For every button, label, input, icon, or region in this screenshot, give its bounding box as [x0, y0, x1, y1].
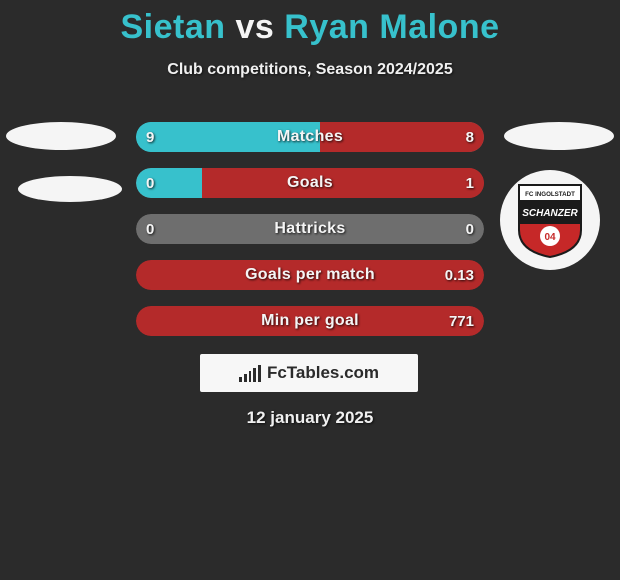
row-value-left: 0 — [146, 214, 154, 244]
row-label: Min per goal — [136, 306, 484, 336]
brand-bar — [239, 377, 242, 382]
brand-watermark: FcTables.com — [200, 354, 418, 392]
row-value-right: 0.13 — [445, 260, 474, 290]
brand-bars-icon — [239, 364, 261, 382]
comparison-row: Min per goal771 — [136, 306, 484, 336]
comparison-row: Matches9 8 — [136, 122, 484, 152]
shield-center-text: SCHANZER — [522, 208, 578, 219]
player2-name: Ryan Malone — [284, 8, 499, 46]
row-label: Matches — [136, 122, 484, 152]
comparison-rows: Matches98Goals01Hattricks00Goals per mat… — [136, 122, 484, 352]
vs-text: vs — [236, 8, 275, 46]
row-value-right: 0 — [466, 214, 474, 244]
comparison-row: Goals0 1 — [136, 168, 484, 198]
player1-photo-placeholder — [18, 176, 122, 202]
subtitle: Club competitions, Season 2024/2025 — [0, 61, 620, 79]
date-text: 12 january 2025 — [0, 408, 620, 428]
row-label: Hattricks — [136, 214, 484, 244]
shield-bottom-text: 04 — [544, 232, 556, 243]
player1-name: Sietan — [121, 8, 226, 46]
row-value-right: 1 — [466, 168, 474, 198]
row-value-right: 8 — [466, 122, 474, 152]
comparison-row: Goals per match0.13 — [136, 260, 484, 290]
club-shield-icon: FC INGOLSTADT SCHANZER 04 — [514, 180, 586, 260]
brand-bar — [253, 368, 256, 382]
brand-bar — [258, 365, 261, 382]
player2-photo-placeholder — [504, 122, 614, 150]
player1-photo-placeholder — [6, 122, 116, 150]
row-label: Goals per match — [136, 260, 484, 290]
row-value-left: 9 — [146, 122, 154, 152]
brand-bar — [244, 374, 247, 382]
row-label: Goals — [136, 168, 484, 198]
page-title: Sietan vs Ryan Malone — [0, 0, 620, 47]
player2-club-badge: FC INGOLSTADT SCHANZER 04 — [500, 170, 600, 270]
shield-top-text: FC INGOLSTADT — [525, 191, 575, 198]
comparison-row: Hattricks0 0 — [136, 214, 484, 244]
row-value-left: 0 — [146, 168, 154, 198]
row-value-right: 771 — [449, 306, 474, 336]
brand-bar — [249, 371, 252, 382]
brand-text: FcTables.com — [267, 363, 379, 383]
